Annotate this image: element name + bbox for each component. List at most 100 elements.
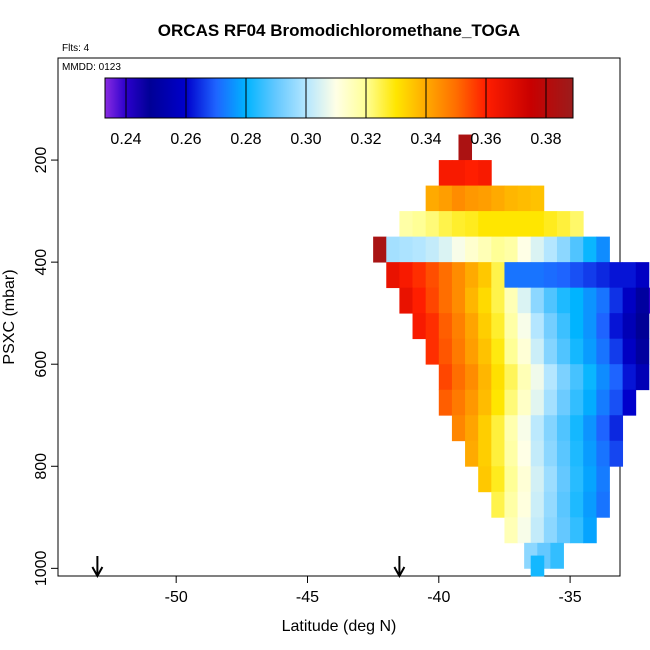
heatmap-cell: [583, 313, 597, 340]
heatmap-cell: [491, 313, 505, 340]
heatmap-cell: [550, 542, 564, 569]
heatmap-cell: [517, 466, 532, 493]
heatmap-cell: [517, 262, 532, 289]
heatmap-cell: [491, 262, 505, 289]
heatmap-cell: [583, 491, 597, 518]
heatmap-cell: [478, 338, 492, 365]
heatmap-cell: [451, 389, 466, 416]
heatmap-cell: [570, 364, 584, 391]
heatmap-cell: [451, 313, 466, 340]
heatmap-cell: [609, 287, 624, 314]
heatmap-cell: [570, 236, 584, 263]
heatmap-cell: [504, 466, 518, 493]
heatmap-cell: [491, 236, 505, 263]
heatmap-cell: [556, 389, 571, 416]
heatmap-cell: [517, 517, 532, 544]
heatmap-cell: [583, 415, 597, 442]
heatmap-cell: [543, 236, 558, 263]
date-label: MMDD: 0123: [62, 62, 121, 73]
colorbar-tick-label: 0.28: [230, 131, 261, 148]
heatmap-cell: [556, 415, 571, 442]
heatmap-cell: [543, 415, 558, 442]
heatmap-cell: [425, 211, 440, 238]
heatmap-cell: [583, 364, 597, 391]
heatmap-cell: [491, 287, 505, 314]
heatmap-cell: [570, 211, 584, 238]
heatmap-cell: [543, 338, 558, 365]
heatmap-cell: [556, 338, 571, 365]
heatmap-cell: [635, 364, 650, 391]
heatmap-cell: [556, 313, 571, 340]
heatmap-cell: [465, 313, 479, 340]
heatmap-cell: [504, 287, 518, 314]
heatmap-cell: [478, 236, 492, 263]
heatmap-cell: [412, 287, 427, 314]
heatmap-cell: [425, 313, 440, 340]
heatmap-cell: [596, 491, 610, 518]
heatmap-cell: [543, 287, 558, 314]
heatmap-cell: [438, 313, 453, 340]
x-tick-label: -50: [165, 589, 188, 606]
heatmap-cell: [570, 287, 584, 314]
heatmap-cell: [556, 211, 571, 238]
heatmap-cell: [543, 440, 558, 467]
heatmap-cell: [530, 236, 545, 263]
heatmap-cell: [425, 338, 440, 365]
heatmap-cell: [491, 389, 505, 416]
colorbar-tick-label: 0.38: [530, 131, 561, 148]
heatmap-cell: [530, 364, 545, 391]
heatmap-cell: [451, 236, 466, 263]
heatmap-cell: [570, 389, 584, 416]
heatmap-cell: [504, 262, 518, 289]
heatmap-cell: [635, 287, 650, 314]
heatmap-cell: [386, 262, 400, 289]
heatmap-cell: [570, 415, 584, 442]
heatmap-cell: [478, 262, 492, 289]
heatmap-cell: [438, 236, 453, 263]
x-tick-label: -35: [559, 589, 582, 606]
heatmap-cell: [530, 440, 545, 467]
heatmap-cell: [465, 389, 479, 416]
heatmap-cell: [478, 185, 492, 212]
heatmap-cell: [635, 338, 650, 365]
colorbar-gradient: [104, 77, 574, 119]
heatmap-cell: [622, 262, 637, 289]
heatmap-cell: [530, 211, 545, 238]
heatmap-cell: [438, 160, 453, 186]
heatmap-cell: [504, 517, 518, 544]
heatmap-cell: [412, 313, 427, 340]
colorbar: 0.24 0.26 0.28 0.30 0.32 0.34 0.36 0.38: [104, 77, 574, 148]
heatmap-cell: [530, 415, 545, 442]
heatmap-cell: [465, 160, 479, 186]
heatmap-cell: [609, 364, 624, 391]
heatmap-cell: [438, 338, 453, 365]
heatmap-cell: [530, 185, 545, 212]
heatmap-cell: [648, 287, 650, 314]
heatmap-cell: [373, 236, 387, 263]
heatmap-cell: [504, 364, 518, 391]
heatmap-cell: [438, 211, 453, 238]
heatmap-cell: [609, 262, 624, 289]
heatmap-cell: [556, 236, 571, 263]
heatmap-cell: [465, 287, 479, 314]
heatmap-cell: [399, 211, 413, 238]
y-axis: 200 400 600 800 1000: [33, 147, 58, 586]
heatmap-cell: [530, 466, 545, 493]
heatmap-cell: [530, 491, 545, 518]
y-tick-label: 600: [33, 351, 50, 378]
heatmap-cell: [622, 287, 637, 314]
y-axis-label: PSXC (mbar): [1, 269, 18, 364]
heatmap-cell: [583, 236, 597, 263]
heatmap-cell: [465, 364, 479, 391]
heatmap-cell: [570, 313, 584, 340]
heatmap-cell: [504, 338, 518, 365]
heatmap-cell: [478, 287, 492, 314]
heatmap-cell: [596, 313, 610, 340]
heatmap-cell: [596, 440, 610, 467]
heatmap-cell: [425, 185, 440, 212]
heatmap-cell: [465, 338, 479, 365]
colorbar-tick-label: 0.24: [110, 131, 141, 148]
heatmap-cell: [517, 338, 532, 365]
heatmap-cell: [543, 364, 558, 391]
